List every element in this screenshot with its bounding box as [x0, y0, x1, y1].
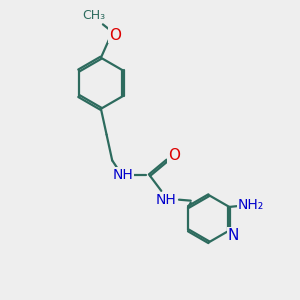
Text: NH: NH	[112, 168, 134, 182]
Text: NH₂: NH₂	[238, 198, 264, 212]
Text: CH₃: CH₃	[82, 9, 106, 22]
Text: O: O	[109, 28, 121, 43]
Text: N: N	[227, 228, 239, 243]
Text: O: O	[168, 148, 180, 163]
Text: NH: NH	[156, 193, 177, 207]
